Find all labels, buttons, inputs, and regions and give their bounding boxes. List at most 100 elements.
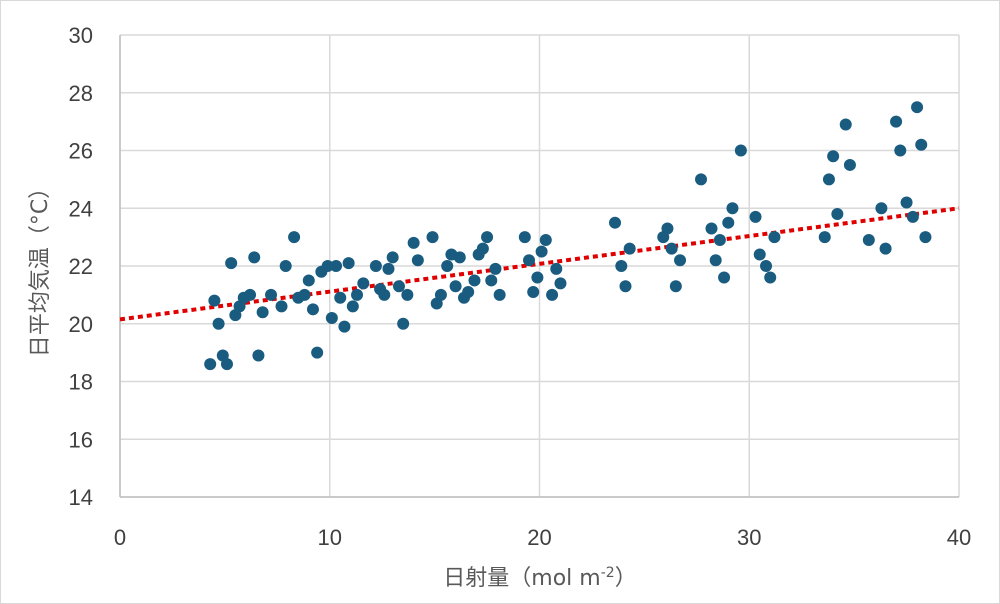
- data-point: [401, 288, 414, 301]
- data-point: [609, 216, 622, 229]
- data-point: [204, 358, 217, 371]
- data-point: [275, 300, 288, 313]
- data-point: [705, 222, 718, 235]
- y-tick-label: 22: [69, 254, 93, 279]
- data-point: [485, 274, 498, 287]
- data-point: [919, 231, 932, 244]
- data-point: [535, 245, 548, 258]
- data-point: [489, 262, 502, 275]
- data-point: [212, 317, 225, 330]
- data-point: [248, 251, 261, 264]
- data-point: [550, 262, 563, 275]
- data-point: [351, 288, 364, 301]
- data-point: [539, 234, 552, 247]
- data-point: [615, 260, 628, 272]
- data-point: [288, 231, 301, 244]
- data-point: [397, 317, 410, 330]
- data-point: [665, 242, 678, 255]
- data-point: [894, 144, 907, 157]
- linear-trendline: [119, 206, 960, 322]
- data-point: [357, 277, 370, 290]
- y-tick-label: 14: [69, 485, 93, 510]
- y-tick-label: 18: [69, 370, 93, 395]
- data-point: [302, 274, 315, 287]
- data-point: [764, 271, 777, 284]
- data-point: [862, 234, 875, 247]
- y-tick-label: 28: [69, 81, 93, 106]
- data-point: [279, 260, 292, 272]
- data-point: [220, 358, 233, 371]
- data-point: [321, 260, 334, 272]
- data-point: [208, 294, 221, 307]
- data-point: [546, 288, 559, 301]
- y-axis-title: 日平均気温（°C）: [28, 177, 53, 357]
- data-point: [827, 150, 840, 163]
- data-point: [623, 242, 636, 255]
- data-point: [619, 280, 632, 293]
- data-point: [839, 118, 852, 131]
- data-point: [382, 262, 395, 275]
- data-point: [531, 271, 544, 284]
- data-point: [481, 231, 494, 244]
- y-tick-label: 16: [69, 427, 93, 452]
- data-point: [753, 248, 766, 261]
- data-point: [843, 158, 856, 171]
- data-point: [386, 251, 399, 264]
- data-point: [306, 303, 319, 316]
- y-tick-label: 26: [69, 139, 93, 164]
- y-tick-label: 30: [69, 23, 93, 48]
- data-point: [822, 173, 835, 186]
- data-point: [346, 300, 359, 313]
- x-tick-label: 10: [318, 525, 342, 550]
- data-point: [311, 346, 324, 359]
- data-point: [713, 234, 726, 247]
- data-point: [906, 210, 919, 223]
- data-point: [225, 257, 238, 270]
- data-point: [441, 260, 454, 272]
- data-point: [426, 231, 439, 244]
- data-point: [709, 254, 722, 267]
- data-point: [900, 196, 913, 209]
- data-point: [674, 254, 687, 267]
- data-point: [879, 242, 892, 255]
- data-point: [818, 231, 831, 244]
- data-point: [252, 349, 265, 362]
- data-point: [407, 236, 420, 249]
- data-point: [369, 260, 382, 272]
- y-axis-ticks: 14 16 18 20 22 24 26 28 30: [69, 23, 93, 510]
- data-point: [392, 280, 405, 293]
- data-point: [523, 254, 536, 267]
- data-point: [468, 274, 481, 287]
- data-point: [325, 311, 338, 324]
- data-point: [453, 251, 466, 264]
- data-point: [718, 271, 731, 284]
- x-axis-title: 日射量（mol m-2）: [443, 565, 636, 591]
- data-point: [411, 254, 424, 267]
- data-point: [695, 173, 708, 186]
- x-tick-label: 20: [527, 525, 551, 550]
- y-tick-label: 20: [69, 312, 93, 337]
- data-point: [476, 242, 489, 255]
- data-point: [244, 288, 257, 301]
- data-point: [831, 208, 844, 221]
- data-point: [493, 288, 506, 301]
- data-point: [378, 288, 391, 301]
- data-point: [462, 285, 475, 298]
- data-point: [434, 288, 447, 301]
- data-point: [338, 320, 351, 333]
- data-point: [734, 144, 747, 157]
- data-point: [722, 216, 735, 229]
- data-point: [265, 288, 278, 301]
- data-point: [911, 101, 924, 114]
- data-point: [875, 202, 888, 215]
- data-point: [527, 285, 540, 298]
- data-point: [661, 222, 674, 235]
- data-point: [726, 202, 739, 215]
- data-point: [760, 260, 773, 272]
- y-tick-label: 24: [69, 196, 93, 221]
- data-point: [256, 306, 269, 319]
- data-point: [669, 280, 682, 293]
- data-point: [768, 231, 781, 244]
